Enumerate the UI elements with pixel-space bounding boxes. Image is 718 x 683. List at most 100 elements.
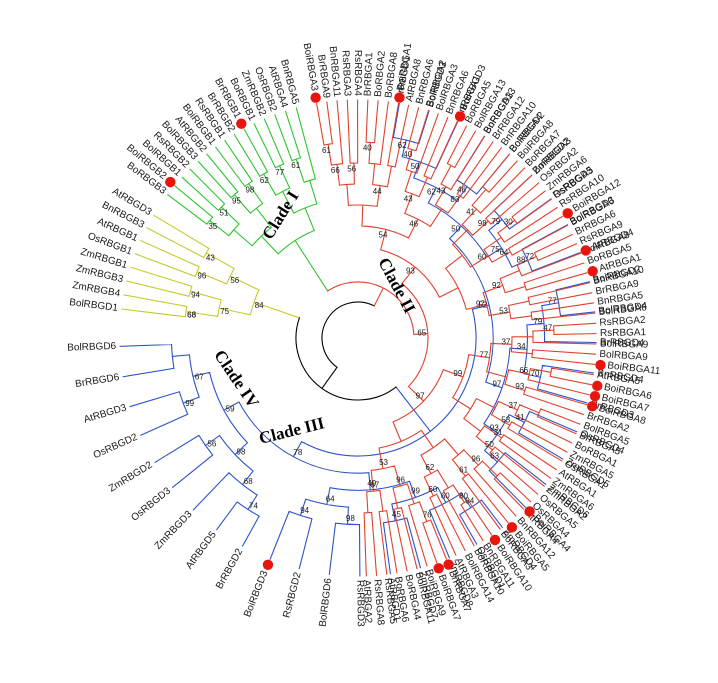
- bootstrap-value: 47: [543, 323, 552, 332]
- bootstrap-value: 49: [367, 479, 376, 488]
- leaf-label: BolRBGD4: [598, 301, 648, 317]
- bootstrap-value: 79: [491, 217, 500, 226]
- leaf-label: RsRBGD3: [354, 580, 365, 627]
- bootstrap-value: 78: [293, 448, 302, 457]
- bootstrap-value: 98: [478, 219, 487, 228]
- leaf-label: OsRBGD3: [129, 485, 173, 523]
- leaf-label: ZmRBGD3: [153, 509, 195, 552]
- bootstrap-value: 41: [466, 207, 475, 216]
- bootstrap-value: 53: [379, 458, 388, 467]
- clade-label-ii: Clade II: [374, 254, 419, 316]
- bootstrap-value: 98: [346, 514, 355, 523]
- bootstrap-value: 97: [492, 379, 501, 388]
- leaf-label: RsRBGD2: [281, 571, 303, 619]
- highlight-marker: [562, 208, 573, 219]
- bootstrap-value: 56: [230, 276, 239, 285]
- bootstrap-value: 40: [363, 144, 372, 153]
- clade-iv-branches: [121, 214, 301, 319]
- bootstrap-value: 93: [406, 267, 415, 276]
- highlight-marker: [587, 265, 598, 277]
- bootstrap-value: 99: [185, 399, 194, 408]
- leaf-label: BoRBGA2: [373, 50, 388, 97]
- bootstrap-value: 60: [478, 253, 487, 262]
- bootstrap-value: 96: [396, 475, 405, 484]
- bootstrap-value: 67: [370, 481, 379, 490]
- leaf-label: RsRBGA1: [600, 327, 647, 339]
- bootstrap-value: 45: [392, 510, 401, 519]
- bootstrap-value: 79: [533, 317, 542, 326]
- leaf-label: ZmRBGD2: [107, 459, 155, 494]
- leaf-label: BnRBGA11: [327, 46, 342, 98]
- leaf-label: BrRBGD2: [214, 547, 245, 592]
- leaf-label: BrRBGA1: [363, 52, 376, 97]
- highlight-marker: [236, 118, 247, 129]
- bootstrap-value: 99: [453, 369, 462, 378]
- highlight-marker: [592, 380, 603, 392]
- highlight-marker: [589, 390, 601, 402]
- bootstrap-value: 30: [504, 217, 513, 226]
- leaf-label: BolRBGD1: [69, 297, 119, 314]
- bootstrap-value: 43: [206, 253, 215, 262]
- root-branches-lower: [326, 281, 415, 336]
- bootstrap-value: 83: [450, 195, 459, 204]
- clade-label-iv: Clade IV: [210, 346, 263, 412]
- bootstrap-value: 68: [244, 477, 253, 486]
- bootstrap-value: 63: [490, 452, 499, 461]
- bootstrap-value: 61: [322, 146, 331, 155]
- highlight-marker: [433, 563, 444, 574]
- bootstrap-value: 96: [197, 272, 206, 281]
- bootstrap-value: 41: [516, 413, 525, 422]
- bootstrap-value: 66: [331, 166, 340, 175]
- bootstrap-value: 60: [441, 492, 450, 501]
- highlight-markers: [165, 92, 606, 574]
- clade-labels: Clade I Clade IV Clade III Clade II: [210, 187, 419, 448]
- leaf-label: BolRBGA9: [600, 339, 649, 351]
- bootstrap-value: 76: [423, 510, 432, 519]
- highlight-marker: [489, 534, 501, 546]
- bootstrap-value: 84: [255, 301, 264, 310]
- bootstrap-value: 75: [491, 245, 500, 254]
- leaf-label: RsRBGA8: [371, 579, 386, 626]
- clade-label-iii: Clade III: [257, 413, 327, 448]
- bootstrap-value: 64: [326, 495, 335, 504]
- bootstrap-value: 62: [425, 463, 434, 472]
- bootstrap-value: 65: [417, 329, 426, 338]
- bootstrap-value: 31: [494, 428, 503, 437]
- bootstrap-value: 62: [427, 188, 436, 197]
- highlight-marker: [506, 522, 518, 533]
- bootstrap-value: 60: [428, 485, 437, 494]
- root-branches: [295, 301, 397, 401]
- leaf-label: BolRBGA6: [598, 302, 648, 318]
- highlight-marker: [524, 506, 535, 517]
- leaf-label: BolRBGA9: [599, 349, 648, 363]
- bootstrap-value: 99: [411, 486, 420, 495]
- leaf-label: RsRBGA4: [352, 50, 363, 97]
- bootstrap-value: 66: [187, 310, 196, 319]
- bootstrap-value: 40: [403, 150, 412, 159]
- tree-branches: [119, 99, 597, 577]
- leaf-label: OsRBGD2: [92, 432, 140, 462]
- bootstrap-value: 94: [465, 497, 474, 506]
- leaf-label: BrRBGD6: [74, 372, 120, 390]
- bootstrap-value: 70: [531, 369, 540, 378]
- bootstrap-value: 67: [195, 373, 204, 382]
- bootstrap-value: 95: [232, 196, 241, 205]
- bootstrap-value: 97: [476, 299, 485, 308]
- bootstrap-value: 44: [373, 187, 382, 196]
- bootstrap-value: 51: [220, 209, 229, 218]
- bootstrap-value: 43: [437, 186, 446, 195]
- highlight-marker: [580, 245, 591, 256]
- bootstrap-value: 64: [499, 248, 508, 257]
- bootstrap-value: 93: [490, 424, 499, 433]
- leaf-label: RsRBGA3: [340, 50, 353, 97]
- leaf-label: BoiRBGD3: [242, 569, 270, 619]
- bootstrap-value: 46: [457, 186, 466, 195]
- bootstrap-value: 43: [404, 194, 413, 203]
- clade-i-branches: [119, 102, 597, 577]
- highlight-marker: [595, 359, 606, 371]
- bootstrap-value: 63: [187, 310, 196, 319]
- bootstrap-values: 62 50 62 46 50 79 75 88 52 77 79 34 70 97 41 93 63 94 60 99…: [185, 141, 557, 523]
- leaf-label: BolRBGD6: [318, 577, 335, 627]
- leaf-label: BrRBGD4: [600, 337, 645, 349]
- bootstrap-value: 74: [249, 501, 258, 510]
